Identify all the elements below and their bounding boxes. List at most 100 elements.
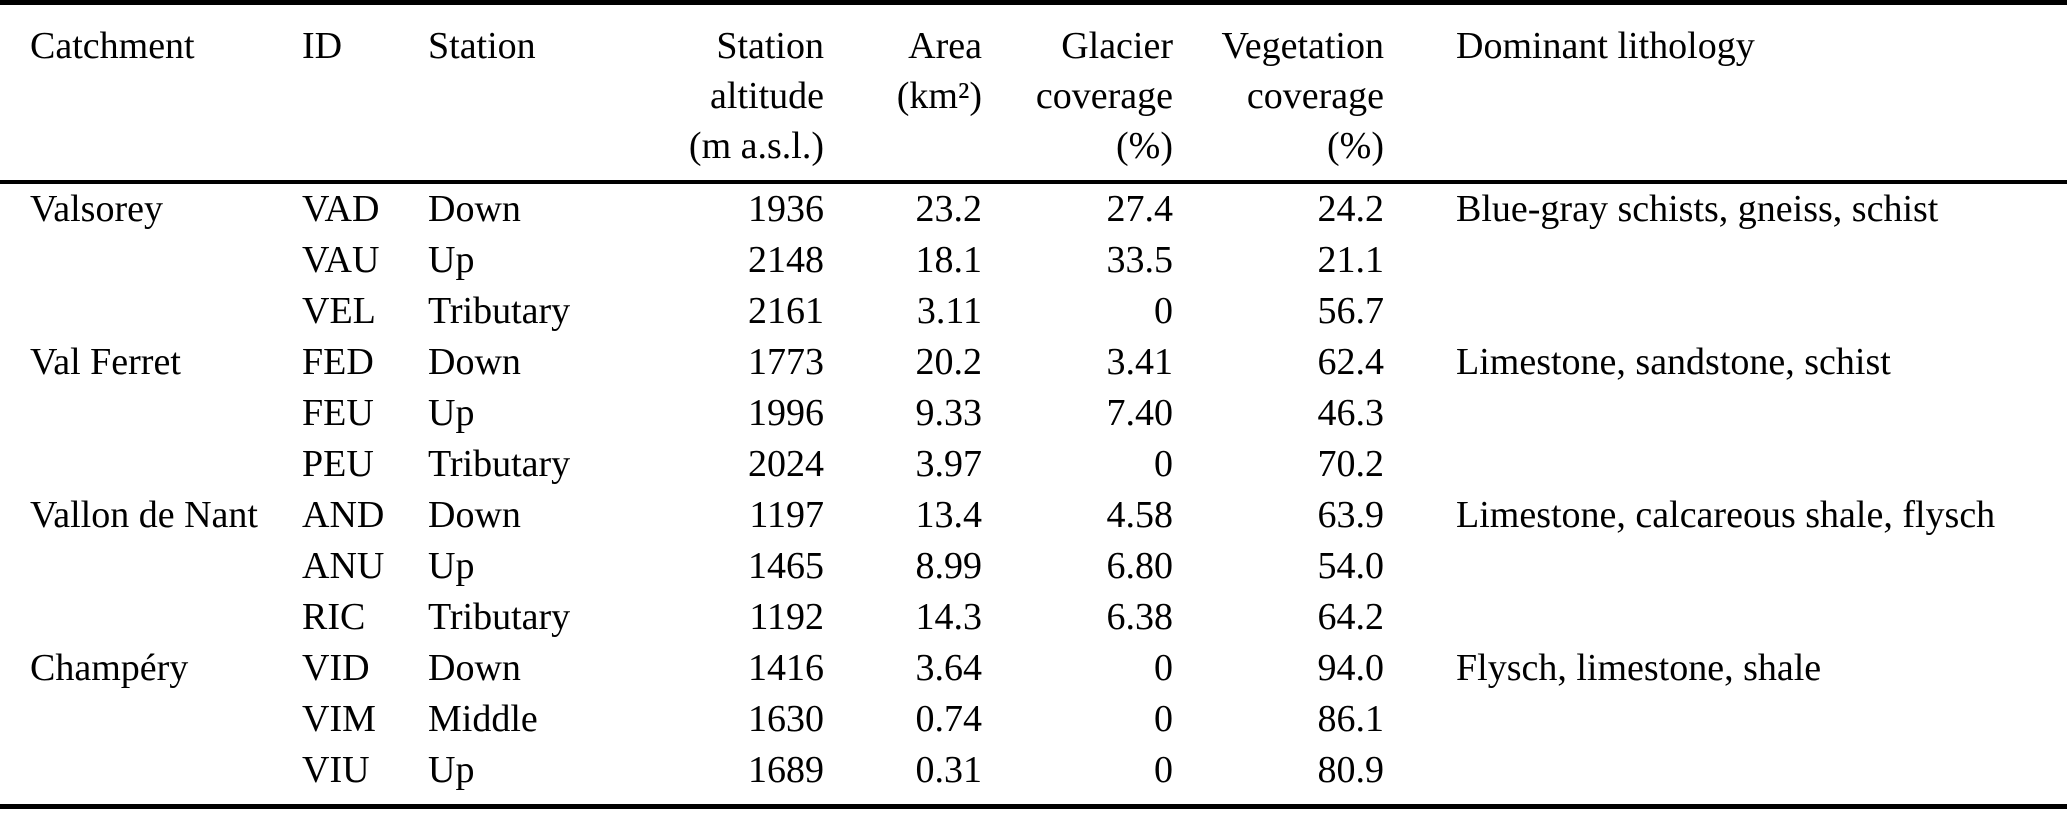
cell-area: 0.74 bbox=[915, 698, 983, 740]
cell-station_id: VIU bbox=[302, 749, 370, 791]
cell-catchment: Valsorey bbox=[30, 188, 163, 230]
cell-catchment bbox=[0, 694, 302, 745]
header-line: Station bbox=[716, 25, 824, 67]
cell-station_altitude: 1197 bbox=[749, 494, 824, 536]
cell-station_id: VIM bbox=[302, 698, 376, 740]
cell-station_altitude: 1689 bbox=[748, 749, 824, 791]
cell-area: 20.2 bbox=[915, 341, 983, 383]
cell-catchment: Champéry bbox=[30, 647, 189, 689]
column-header-station: Station bbox=[428, 3, 668, 183]
cell-station: Tributary bbox=[428, 443, 571, 485]
cell-dominant_lithology bbox=[1384, 388, 2067, 439]
column-header-vegetation_coverage: Vegetation coverage (%) bbox=[1173, 3, 1384, 183]
cell-glacier_coverage: 4.58 bbox=[1106, 494, 1174, 536]
cell-dominant_lithology bbox=[1384, 592, 2067, 643]
header-line: (%) bbox=[1327, 125, 1384, 167]
column-header-station_altitude: Station altitude (m a.s.l.) bbox=[668, 3, 824, 183]
cell-glacier_coverage: 0 bbox=[1154, 647, 1173, 689]
cell-catchment bbox=[0, 745, 302, 807]
table-head: Catchment ID Station Station altitude (m a.s.… bbox=[0, 3, 2067, 183]
column-header-catchment: Catchment bbox=[0, 3, 302, 183]
cell-area: 14.3 bbox=[915, 596, 983, 638]
table-row: RIC Tributary 1192 14.3 6.38 64.2 bbox=[0, 592, 2067, 643]
cell-area: 3.11 bbox=[916, 290, 982, 332]
cell-dominant_lithology bbox=[1384, 541, 2067, 592]
column-header-station_id: ID bbox=[302, 3, 428, 183]
cell-area: 13.4 bbox=[915, 494, 983, 536]
cell-vegetation_coverage: 56.7 bbox=[1317, 290, 1385, 332]
cell-catchment bbox=[0, 541, 302, 592]
column-header-dominant_lithology: Dominant lithology bbox=[1384, 3, 2067, 183]
cell-station_altitude: 1996 bbox=[748, 392, 824, 434]
cell-glacier_coverage: 0 bbox=[1154, 290, 1173, 332]
cell-station_altitude: 1773 bbox=[748, 341, 824, 383]
header-line: Glacier bbox=[1061, 25, 1173, 67]
cell-vegetation_coverage: 94.0 bbox=[1317, 647, 1385, 689]
cell-station: Middle bbox=[428, 698, 538, 740]
cell-dominant_lithology bbox=[1384, 694, 2067, 745]
cell-station_altitude: 1192 bbox=[749, 596, 824, 638]
header-line: Vegetation bbox=[1221, 25, 1384, 67]
header-line: Area bbox=[908, 25, 982, 67]
cell-vegetation_coverage: 80.9 bbox=[1317, 749, 1385, 791]
header-line: coverage bbox=[1246, 75, 1384, 117]
cell-station_id: RIC bbox=[302, 596, 366, 638]
cell-station_altitude: 2024 bbox=[748, 443, 824, 485]
table-row: ANU Up 1465 8.99 6.80 54.0 bbox=[0, 541, 2067, 592]
cell-station: Up bbox=[428, 239, 475, 281]
cell-station: Down bbox=[428, 647, 521, 689]
cell-dominant_lithology bbox=[1384, 745, 2067, 807]
table-row: VAU Up 2148 18.1 33.5 21.1 bbox=[0, 235, 2067, 286]
cell-glacier_coverage: 6.38 bbox=[1106, 596, 1174, 638]
cell-station_id: VEL bbox=[302, 290, 376, 332]
cell-vegetation_coverage: 70.2 bbox=[1317, 443, 1385, 485]
cell-glacier_coverage: 27.4 bbox=[1106, 188, 1174, 230]
cell-glacier_coverage: 7.40 bbox=[1106, 392, 1174, 434]
header-line: ID bbox=[302, 25, 343, 67]
cell-catchment bbox=[0, 439, 302, 490]
cell-station: Down bbox=[428, 188, 521, 230]
cell-station_altitude: 1630 bbox=[748, 698, 824, 740]
cell-station_id: FEU bbox=[302, 392, 374, 434]
table-row: Valsorey VAD Down 1936 23.2 27.4 24.2 Blue-gray… bbox=[0, 182, 2067, 235]
table-row: PEU Tributary 2024 3.97 0 70.2 bbox=[0, 439, 2067, 490]
header-line: (km²) bbox=[896, 75, 982, 117]
column-header-area: Area (km²) bbox=[824, 3, 982, 183]
cell-vegetation_coverage: 46.3 bbox=[1317, 392, 1385, 434]
table-body: Valsorey VAD Down 1936 23.2 27.4 24.2 Blue-gray… bbox=[0, 182, 2067, 807]
cell-catchment bbox=[0, 286, 302, 337]
cell-area: 18.1 bbox=[915, 239, 983, 281]
header-line: coverage bbox=[1035, 75, 1173, 117]
column-header-glacier_coverage: Glacier coverage (%) bbox=[982, 3, 1173, 183]
cell-catchment: Val Ferret bbox=[30, 341, 181, 383]
header-row: Catchment ID Station Station altitude (m a.s.… bbox=[0, 3, 2067, 183]
cell-station_altitude: 2148 bbox=[748, 239, 824, 281]
header-line: Catchment bbox=[30, 25, 195, 67]
cell-catchment bbox=[0, 592, 302, 643]
cell-station: Up bbox=[428, 545, 475, 587]
cell-station_id: VAD bbox=[302, 188, 380, 230]
cell-station_altitude: 2161 bbox=[748, 290, 824, 332]
cell-station: Up bbox=[428, 392, 475, 434]
cell-glacier_coverage: 3.41 bbox=[1106, 341, 1174, 383]
table-row: FEU Up 1996 9.33 7.40 46.3 bbox=[0, 388, 2067, 439]
cell-station_id: VID bbox=[302, 647, 370, 689]
cell-catchment bbox=[0, 388, 302, 439]
cell-dominant_lithology: Flysch, limestone, shale bbox=[1456, 647, 1822, 689]
cell-vegetation_coverage: 24.2 bbox=[1317, 188, 1385, 230]
cell-station: Tributary bbox=[428, 290, 571, 332]
cell-dominant_lithology bbox=[1384, 439, 2067, 490]
cell-vegetation_coverage: 54.0 bbox=[1317, 545, 1385, 587]
cell-station: Down bbox=[428, 494, 521, 536]
cell-dominant_lithology: Limestone, sandstone, schist bbox=[1456, 341, 1891, 383]
cell-glacier_coverage: 0 bbox=[1154, 698, 1173, 740]
cell-vegetation_coverage: 86.1 bbox=[1317, 698, 1385, 740]
cell-station_id: PEU bbox=[302, 443, 374, 485]
cell-station_altitude: 1465 bbox=[748, 545, 824, 587]
header-line: (%) bbox=[1116, 125, 1173, 167]
cell-glacier_coverage: 0 bbox=[1154, 749, 1173, 791]
cell-station_id: ANU bbox=[302, 545, 385, 587]
cell-station: Down bbox=[428, 341, 521, 383]
